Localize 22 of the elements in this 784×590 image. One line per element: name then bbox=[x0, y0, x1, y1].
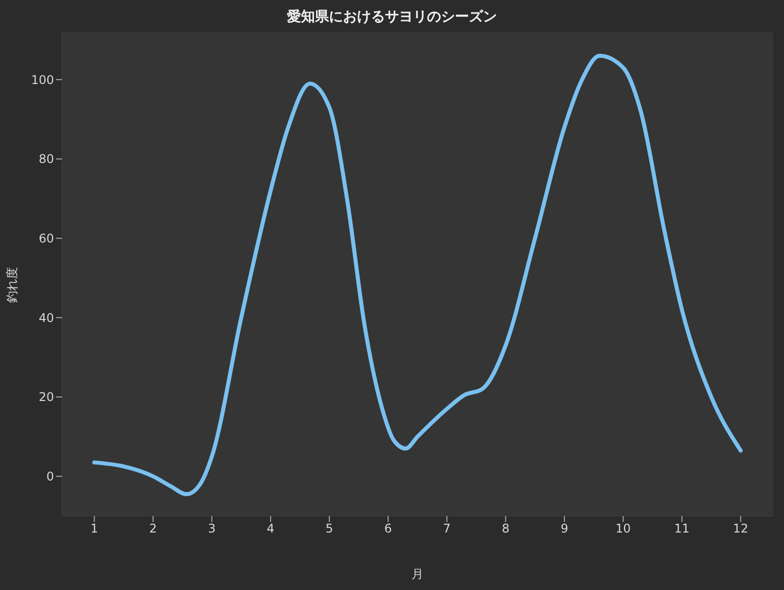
x-tick-label: 6 bbox=[384, 522, 392, 536]
x-axis-title: 月 bbox=[410, 566, 424, 583]
y-tick-label: 100 bbox=[31, 72, 54, 87]
y-tick-label: 80 bbox=[38, 152, 54, 166]
x-tick-label: 2 bbox=[149, 522, 157, 536]
x-tick-label: 9 bbox=[560, 522, 568, 536]
x-tick-label: 1 bbox=[90, 522, 98, 536]
x-tick-label: 8 bbox=[502, 522, 510, 536]
y-tick-label: 20 bbox=[38, 390, 54, 404]
line-series bbox=[92, 54, 743, 496]
x-tick-label: 7 bbox=[443, 522, 451, 536]
y-tick-label: 0 bbox=[46, 470, 54, 484]
x-tick-label: 11 bbox=[674, 522, 690, 536]
y-tick-label: 40 bbox=[38, 310, 54, 325]
y-axis-title: 釣れ度 bbox=[4, 267, 20, 303]
x-tick-label: 10 bbox=[616, 522, 631, 536]
x-tick-label: 5 bbox=[326, 522, 334, 536]
y-tick-label: 60 bbox=[38, 232, 54, 246]
x-tick-label: 4 bbox=[266, 522, 274, 536]
chart-title: 愛知県におけるサヨリのシーズン bbox=[286, 8, 498, 26]
x-tick-label: 12 bbox=[733, 522, 748, 536]
x-tick-label: 3 bbox=[208, 522, 216, 536]
